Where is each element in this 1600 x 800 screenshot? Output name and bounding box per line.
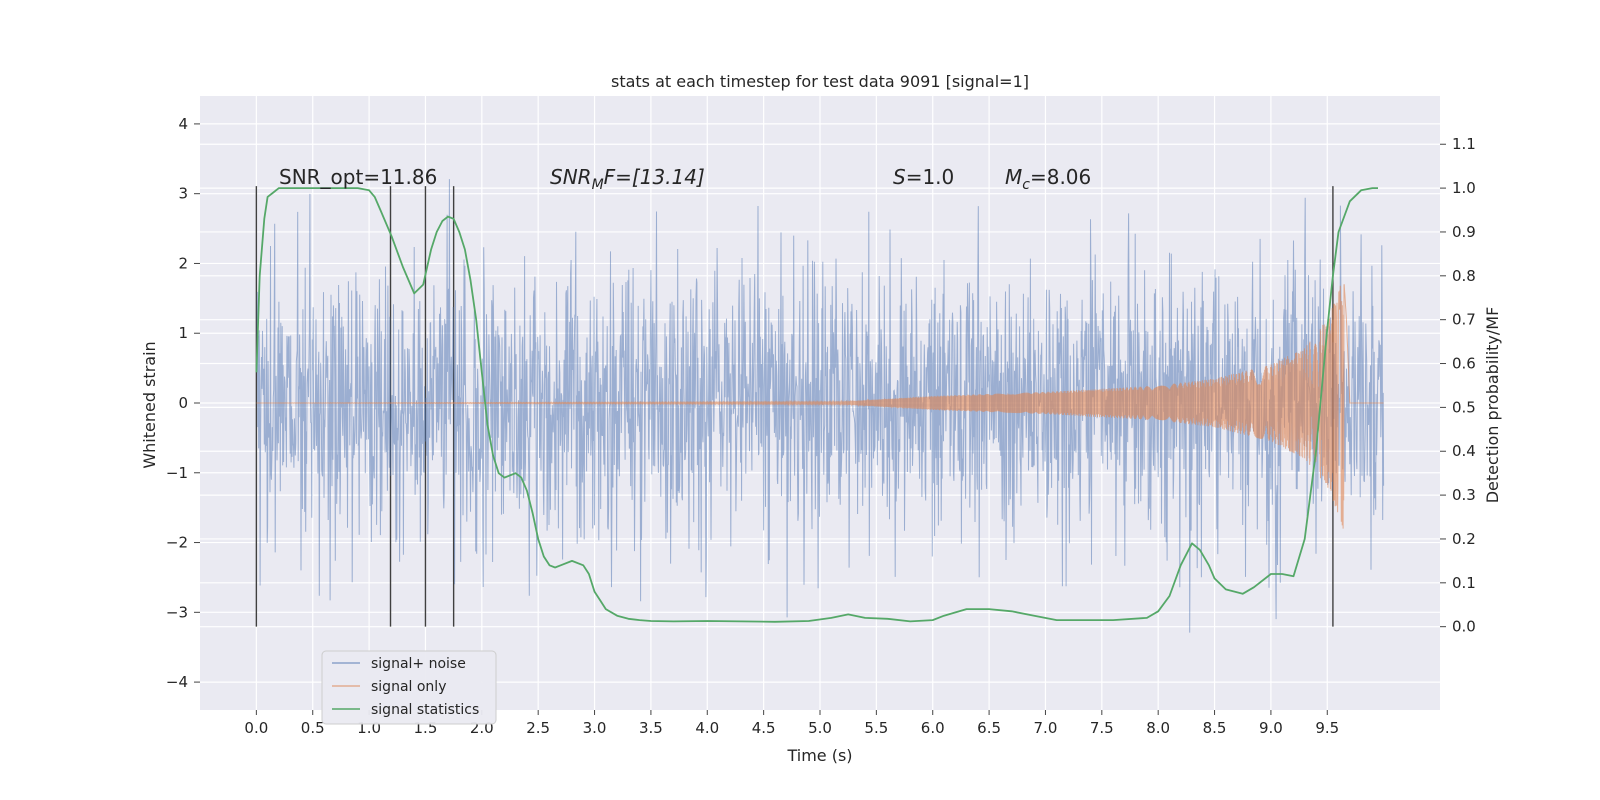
y2-tick-label: 0.0 bbox=[1452, 618, 1476, 636]
y2-axis-ticks: 1.1 1.0 0.9 0.8 0.7 0.6 0.5 0.4 0.3 0.2 0.1 0.0 bbox=[1440, 135, 1476, 636]
annotation-snr-mf: SNRMF=[13.14] bbox=[550, 165, 705, 193]
x-tick-label: 8.0 bbox=[1146, 719, 1170, 737]
y2-tick-label: 0.2 bbox=[1452, 530, 1476, 548]
y-tick-label: 2 bbox=[178, 254, 188, 272]
x-tick-label: 5.5 bbox=[864, 719, 888, 737]
x-tick-label: 5.0 bbox=[808, 719, 832, 737]
y2-tick-label: 0.3 bbox=[1452, 486, 1476, 504]
y2-tick-label: 0.4 bbox=[1452, 442, 1476, 460]
x-tick-label: 8.5 bbox=[1203, 719, 1227, 737]
snr-mf-subscript: M bbox=[592, 177, 604, 193]
legend-box bbox=[321, 650, 497, 725]
x-tick-label: 4.5 bbox=[752, 719, 776, 737]
y-axis-ticks: 4 3 2 1 0 −1 −2 −3 −4 bbox=[166, 115, 200, 691]
y-tick-label: −1 bbox=[166, 464, 188, 482]
x-axis-ticks: 0.0 0.5 1.0 1.5 2.0 2.5 3.0 3.5 4.0 4.5 5.0 5.5 6.0 6… bbox=[244, 710, 1339, 737]
annotation-mc: Mc=8.06 bbox=[1005, 165, 1091, 193]
mc-subscript: c bbox=[1022, 177, 1030, 193]
y2-tick-label: 0.7 bbox=[1452, 311, 1476, 329]
x-tick-label: 0.0 bbox=[244, 719, 268, 737]
mc-rest: =8.06 bbox=[1030, 165, 1091, 189]
x-axis-label: Time (s) bbox=[786, 746, 852, 765]
signal-noise-line bbox=[255, 179, 1385, 633]
chart-title: stats at each timestep for test data 909… bbox=[611, 72, 1029, 91]
y2-axis-label: Detection probability/MF bbox=[1483, 307, 1502, 504]
y2-tick-label: 0.9 bbox=[1452, 223, 1476, 241]
x-tick-label: 9.0 bbox=[1259, 719, 1283, 737]
series-signal-only bbox=[256, 284, 1384, 529]
y-tick-label: 1 bbox=[178, 324, 188, 342]
x-tick-label: 9.5 bbox=[1315, 719, 1339, 737]
s-main: S bbox=[893, 165, 906, 189]
series-signal-statistics bbox=[255, 187, 1378, 623]
x-tick-label: 6.0 bbox=[921, 719, 945, 737]
y2-tick-label: 0.1 bbox=[1452, 574, 1476, 592]
snr-mf-rest: F=[13.14] bbox=[604, 165, 705, 189]
y2-tick-label: 0.6 bbox=[1452, 355, 1476, 373]
legend-label-signal-statistics: signal statistics bbox=[371, 702, 479, 718]
snr-mf-main: SNR bbox=[550, 165, 592, 189]
annotation-snr-opt: SNR_opt=11.86 bbox=[279, 165, 437, 189]
y-axis-label: Whitened strain bbox=[140, 341, 159, 468]
legend-label-signal-noise: signal+ noise bbox=[371, 656, 466, 672]
series-signal-noise bbox=[255, 179, 1385, 633]
x-tick-label: 7.5 bbox=[1090, 719, 1114, 737]
x-tick-label: 3.0 bbox=[583, 719, 607, 737]
legend-label-signal-only: signal only bbox=[371, 679, 446, 695]
y-tick-label: −3 bbox=[166, 603, 188, 621]
y2-tick-label: 1.1 bbox=[1452, 135, 1476, 153]
x-tick-label: 7.0 bbox=[1034, 719, 1058, 737]
x-tick-label: 4.0 bbox=[695, 719, 719, 737]
y-tick-label: 0 bbox=[178, 394, 188, 412]
mc-main: M bbox=[1005, 165, 1022, 189]
signal-only-line bbox=[256, 284, 1384, 529]
s-rest: =1.0 bbox=[906, 165, 955, 189]
x-tick-label: 3.5 bbox=[639, 719, 663, 737]
y-tick-label: 4 bbox=[178, 115, 188, 133]
annotation-s: S=1.0 bbox=[893, 165, 954, 189]
x-tick-label: 2.5 bbox=[526, 719, 550, 737]
y2-tick-label: 0.5 bbox=[1452, 398, 1476, 416]
signal-statistics-line bbox=[255, 187, 1378, 623]
x-tick-label: 0.5 bbox=[301, 719, 325, 737]
y-tick-label: −2 bbox=[166, 534, 188, 552]
y-tick-label: −4 bbox=[166, 673, 188, 691]
y2-tick-label: 1.0 bbox=[1452, 179, 1476, 197]
x-tick-label: 6.5 bbox=[977, 719, 1001, 737]
y-tick-label: 3 bbox=[178, 185, 188, 203]
y2-tick-label: 0.8 bbox=[1452, 267, 1476, 285]
legend: signal+ noise signal only signal statist… bbox=[321, 650, 497, 725]
